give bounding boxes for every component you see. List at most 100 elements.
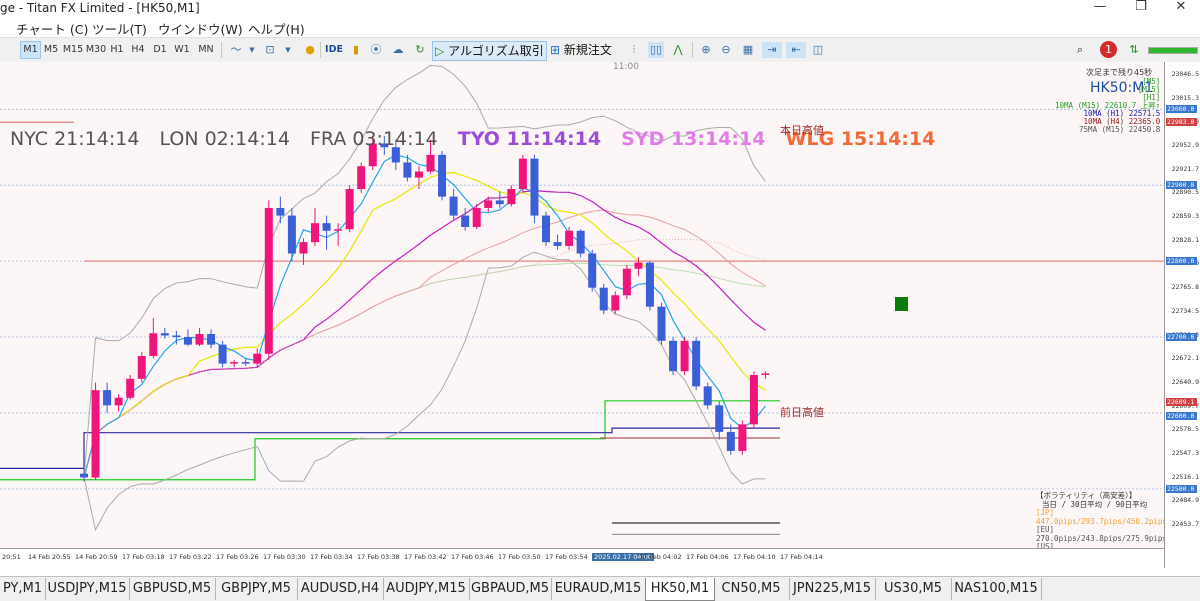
time-tick-label: 17 Feb 03:42 [404, 553, 447, 561]
cloud-icon[interactable]: ☁ [392, 43, 404, 56]
time-tick-label: 17 Feb 03:50 [498, 553, 541, 561]
time-tick-label: 17 Feb 03:30 [263, 553, 306, 561]
minimize-button[interactable]: — [1093, 0, 1107, 14]
menu-window[interactable]: ウインドウ(W) [158, 22, 243, 37]
candle-body [576, 230, 585, 254]
candle-body [634, 262, 643, 269]
candle-body [611, 295, 620, 311]
clock-nyc: NYC 21:14:14 [10, 128, 140, 150]
notification-badge[interactable]: 1 [1100, 41, 1117, 58]
close-button[interactable]: ✕ [1175, 0, 1187, 14]
chart-shift-icon[interactable]: ⇤ [786, 42, 806, 58]
chart-tab[interactable]: AUDJPY,M15 [383, 578, 470, 600]
chart-tab[interactable]: HK50,M1 [645, 578, 715, 601]
signal-strength-icon[interactable]: ⇅ [1129, 43, 1139, 56]
screenshot-icon[interactable]: ◫ [812, 43, 824, 56]
line-chart-icon[interactable]: ⋀ [673, 43, 683, 56]
timeframe-h4[interactable]: H4 [131, 44, 145, 55]
chart-tab[interactable]: USDJPY,M15 [45, 578, 130, 600]
volatility-header: 当日 / 30日平均 / 90日平均 [1042, 499, 1148, 509]
bar-countdown: 次足まで残り45秒 [1086, 68, 1153, 77]
chart-tab[interactable]: GBPUSD,M5 [129, 578, 216, 600]
time-tick-label: 17 Feb 03:34 [310, 553, 353, 561]
ide-button[interactable]: IDE [325, 44, 343, 55]
timeframe-mn[interactable]: MN [198, 44, 214, 55]
time-tick-label: 17 Feb 03:18 [122, 553, 165, 561]
auto-scroll-icon[interactable]: ⇥ [762, 42, 782, 58]
price-scale[interactable]: 23046.5 23015.3 22983.0 22952.9 22921.7 22890… [1164, 62, 1200, 568]
price-tick-label: 22952.9 [1171, 141, 1199, 150]
time-tick-label: 17 Feb 04:14 [780, 553, 823, 561]
refresh-icon[interactable]: ↻ [415, 43, 425, 56]
volatility-row: [US] 224.0pips/202.6pips/217.7pips [1036, 542, 1055, 548]
timeframe-m15[interactable]: M15 [62, 44, 84, 55]
chart-tab[interactable]: GBPJPY,M5 [215, 578, 298, 600]
timeframe-h1[interactable]: H1 [110, 44, 124, 55]
chevron-down-icon[interactable]: ▼ [249, 46, 255, 54]
chart-area[interactable]: NYC 21:14:14 LON 02:14:14 FRA 03:14:14 T… [0, 62, 1164, 548]
chart-tabs: PY,M1 USDJPY,M15 GBPUSD,M5 GBPJPY,M5 AUDUSD,… [0, 576, 1200, 601]
price-tick-label: 22516.1 [1171, 472, 1199, 481]
chart-tab[interactable]: PY,M1 [0, 578, 46, 600]
chart-tab[interactable]: NAS100,M15 [951, 578, 1042, 600]
candle-body [149, 333, 158, 357]
algo-trading-button[interactable]: ▷ アルゴリズム取引 [432, 41, 547, 61]
indicator-chart-icon[interactable]: ⊡ [265, 43, 275, 56]
grid-icon[interactable]: ▦ [742, 43, 754, 56]
chart-tab[interactable]: GBPAUD,M5 [469, 578, 552, 600]
chart-tab[interactable]: EURAUD,M15 [551, 578, 646, 600]
chart-tab[interactable]: CN50,M5 [713, 578, 790, 600]
bollinger-upper [83, 64, 766, 478]
chart-tab[interactable]: US30,M5 [875, 578, 952, 600]
candle-body [391, 147, 400, 163]
price-level-box: 22600.0 [1166, 411, 1197, 420]
candle-body [726, 431, 735, 451]
coin-icon[interactable]: ● [305, 43, 315, 56]
chart-tab[interactable]: AUDUSD,H4 [297, 578, 384, 600]
toolbar-separator [221, 42, 222, 58]
new-order-button[interactable]: ⊞ 新規注文 [548, 41, 614, 59]
menu-chart[interactable]: チャート (C) [16, 22, 89, 37]
price-tick-label: 22765.8 [1171, 283, 1199, 292]
candle-body [218, 344, 227, 364]
zoom-out-icon[interactable]: ⊖ [721, 43, 731, 56]
candle-body [669, 340, 678, 372]
chevron-down-icon[interactable]: ▼ [285, 46, 291, 54]
price-tick-label: 22547.3 [1171, 448, 1199, 457]
menu-help[interactable]: ヘルプ(H) [248, 22, 305, 37]
signal-icon[interactable]: ⦿ [370, 43, 382, 56]
candle-body [761, 373, 770, 375]
chart-tab[interactable]: JPN225,M15 [789, 578, 876, 600]
lock-icon[interactable]: ▮ [352, 43, 360, 56]
candlestick-icon[interactable]: ▯▯ [648, 42, 664, 58]
zoom-in-icon[interactable]: ⊕ [701, 43, 711, 56]
time-axis[interactable]: 20:51 14 Feb 20:55 14 Feb 20:59 17 Feb 03:1… [0, 548, 1164, 569]
candle-body [160, 333, 169, 336]
candle-body [588, 253, 597, 288]
candle-body [414, 171, 423, 178]
candle-body [703, 386, 712, 406]
play-icon: ▷ [435, 44, 445, 58]
timeframe-d1[interactable]: D1 [153, 44, 167, 55]
maximize-button[interactable]: ❐ [1135, 0, 1147, 14]
clock-wlg: WLG 15:14:14 [785, 128, 936, 150]
candle-body [749, 374, 758, 425]
price-tick-label: 22859.3 [1171, 212, 1199, 221]
timeframe-w1[interactable]: W1 [174, 44, 190, 55]
timeframe-m5[interactable]: M5 [43, 44, 59, 55]
candle-body [172, 335, 181, 338]
daily-high-step-line [0, 400, 780, 481]
timeframe-m30[interactable]: M30 [85, 44, 107, 55]
menu-tools[interactable]: ツール(T) [92, 22, 147, 37]
time-tick-label: 17 Feb 04:06 [686, 553, 729, 561]
time-tick-label: 17 Feb 03:46 [451, 553, 494, 561]
candle-body [345, 189, 354, 230]
chart-type-line-icon[interactable]: 〜 [230, 43, 242, 56]
candle-body [645, 262, 654, 307]
bar-chart-icon[interactable]: ⫶ [632, 43, 636, 56]
price-tick-label: 22734.5 [1171, 306, 1199, 315]
search-icon[interactable]: ⌕ [1076, 43, 1084, 56]
time-tick-label: 14 Feb 20:55 [28, 553, 71, 561]
toolbar-separator [320, 42, 321, 58]
timeframe-m1[interactable]: M1 [20, 41, 41, 59]
